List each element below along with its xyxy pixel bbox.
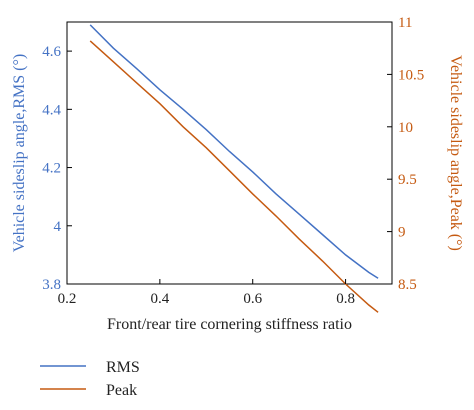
y-right-tick-label: 9.5: [398, 172, 417, 188]
y-right-tick-label: 10: [398, 120, 413, 136]
x-tick-label: 0.8: [336, 291, 355, 307]
series-line-rms: [89, 24, 379, 279]
x-axis-label: Front/rear tire cornering stiffness rati…: [107, 316, 352, 333]
legend-label-rms: RMS: [106, 359, 140, 376]
y-left-axis-label: Vehicle sideslip angle,RMS (°): [11, 54, 28, 252]
x-axis-ticks: 0.2 0.4 0.6 0.8: [58, 279, 355, 307]
legend: RMS Peak: [40, 359, 140, 399]
y-left-tick-label: 4.2: [42, 161, 61, 177]
y-right-tick-label: 9: [398, 225, 406, 241]
plot-frame: [66, 21, 393, 285]
y-left-tick-label: 4.6: [42, 44, 61, 60]
x-tick-label: 0.6: [243, 291, 262, 307]
y-right-tick-label: 10.5: [398, 67, 424, 83]
x-tick-label: 0.4: [150, 291, 169, 307]
y-right-axis-ticks: 8.5 9 9.5 10 10.5 11: [387, 15, 424, 293]
x-tick-label: 0.2: [58, 291, 77, 307]
series-line-peak: [89, 40, 379, 313]
legend-label-peak: Peak: [106, 382, 137, 399]
y-left-tick-label: 3.8: [42, 277, 61, 293]
y-left-tick-label: 4: [54, 219, 62, 235]
series-layer: [89, 24, 379, 313]
y-left-axis-ticks: 3.8 4 4.2 4.4 4.6: [42, 44, 72, 293]
y-right-axis-label: Vehicle sideslip angle,Peak (°): [447, 55, 464, 251]
y-left-tick-label: 4.4: [42, 102, 61, 118]
y-right-tick-label: 8.5: [398, 277, 417, 293]
y-right-tick-label: 11: [398, 15, 412, 31]
